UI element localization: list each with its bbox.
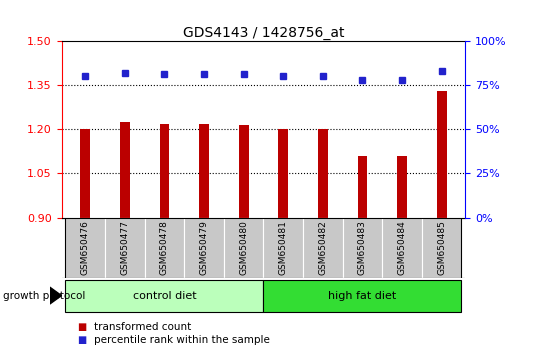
Bar (159, 124, 170, 218)
Bar (343, 218, 383, 278)
Text: GSM650481: GSM650481 (279, 220, 288, 275)
Bar (278, 129, 288, 218)
Text: GSM650477: GSM650477 (120, 220, 129, 275)
Bar (224, 218, 264, 278)
Title: GDS4143 / 1428756_at: GDS4143 / 1428756_at (183, 26, 344, 40)
Bar (422, 218, 462, 278)
Bar (357, 156, 368, 218)
Bar (120, 122, 130, 218)
Bar (184, 218, 224, 278)
Bar (80, 129, 90, 218)
Text: percentile rank within the sample: percentile rank within the sample (94, 335, 270, 345)
Bar (264, 280, 462, 312)
Text: GSM650484: GSM650484 (398, 221, 407, 275)
Text: high fat diet: high fat diet (328, 291, 396, 301)
Text: ■: ■ (78, 335, 87, 345)
Bar (437, 91, 447, 218)
Text: transformed count: transformed count (94, 322, 191, 332)
Text: GSM650479: GSM650479 (200, 220, 209, 275)
Bar (239, 125, 249, 218)
Text: GSM650480: GSM650480 (239, 220, 248, 275)
Polygon shape (50, 287, 62, 304)
Bar (105, 218, 144, 278)
Bar (397, 156, 407, 218)
Text: GSM650485: GSM650485 (437, 220, 446, 275)
Text: GSM650476: GSM650476 (81, 220, 90, 275)
Bar (199, 124, 209, 218)
Text: growth protocol: growth protocol (3, 291, 85, 301)
Bar (383, 218, 422, 278)
Text: GSM650478: GSM650478 (160, 220, 169, 275)
Bar (318, 129, 328, 218)
Text: control diet: control diet (133, 291, 196, 301)
Bar (303, 218, 343, 278)
Bar (264, 218, 303, 278)
Bar (65, 218, 105, 278)
Bar (65, 280, 264, 312)
Bar (144, 218, 184, 278)
Text: ■: ■ (78, 322, 87, 332)
Text: GSM650482: GSM650482 (318, 221, 327, 275)
Text: GSM650483: GSM650483 (358, 220, 367, 275)
